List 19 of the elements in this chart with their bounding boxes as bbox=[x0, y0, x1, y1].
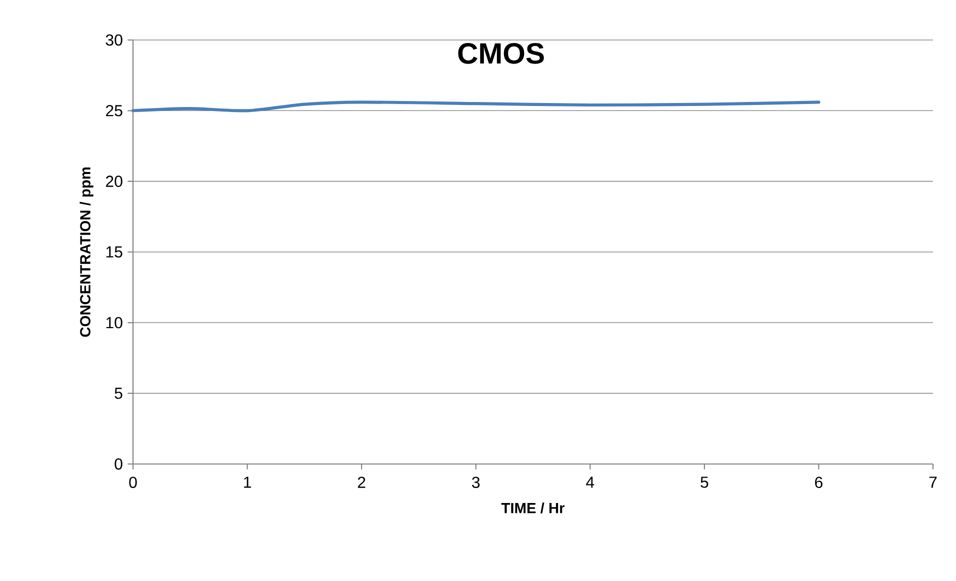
line-series bbox=[131, 100, 820, 112]
y-tick-label: 10 bbox=[106, 316, 122, 328]
x-tick-label: 0 bbox=[129, 476, 137, 488]
x-axis-title: TIME / Hr bbox=[501, 502, 565, 514]
y-tick-label: 5 bbox=[114, 388, 122, 399]
x-tick-label: 5 bbox=[700, 476, 708, 488]
y-tick-label: 30 bbox=[106, 34, 122, 46]
y-axis-title: CONCENTRATION / ppm bbox=[80, 167, 94, 337]
x-tick-label: 4 bbox=[586, 476, 594, 488]
x-tick-label: 2 bbox=[358, 476, 366, 488]
y-tick-label: 25 bbox=[106, 105, 122, 116]
x-tick-label: 6 bbox=[815, 476, 822, 488]
y-tick-label: 15 bbox=[106, 246, 122, 258]
x-tick-label: 7 bbox=[929, 476, 937, 488]
y-tick-label: 0 bbox=[114, 458, 122, 470]
x-tick-label: 1 bbox=[244, 476, 251, 488]
x-tick-label: 3 bbox=[472, 476, 480, 488]
chart-title: CMOS bbox=[458, 43, 544, 64]
y-tick-label: 20 bbox=[106, 176, 122, 187]
